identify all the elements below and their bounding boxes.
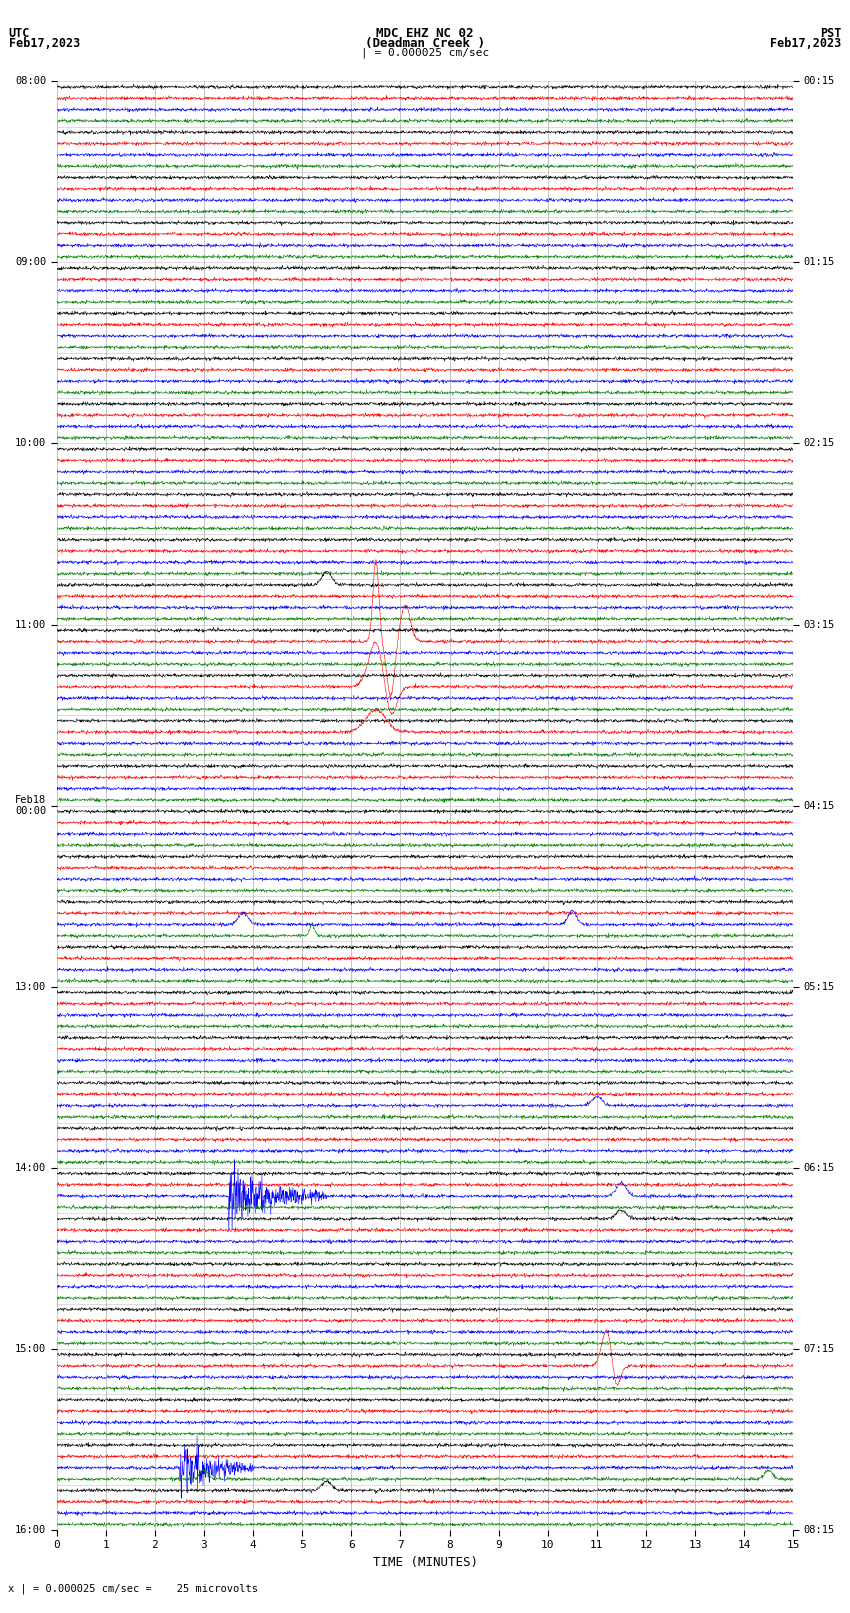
Text: Feb17,2023: Feb17,2023 [8,37,80,50]
X-axis label: TIME (MINUTES): TIME (MINUTES) [372,1557,478,1569]
Text: x | = 0.000025 cm/sec =    25 microvolts: x | = 0.000025 cm/sec = 25 microvolts [8,1582,258,1594]
Text: (Deadman Creek ): (Deadman Creek ) [365,37,485,50]
Text: UTC: UTC [8,26,30,40]
Text: | = 0.000025 cm/sec: | = 0.000025 cm/sec [361,47,489,58]
Text: PST: PST [820,26,842,40]
Text: Feb17,2023: Feb17,2023 [770,37,842,50]
Text: MDC EHZ NC 02: MDC EHZ NC 02 [377,26,473,40]
